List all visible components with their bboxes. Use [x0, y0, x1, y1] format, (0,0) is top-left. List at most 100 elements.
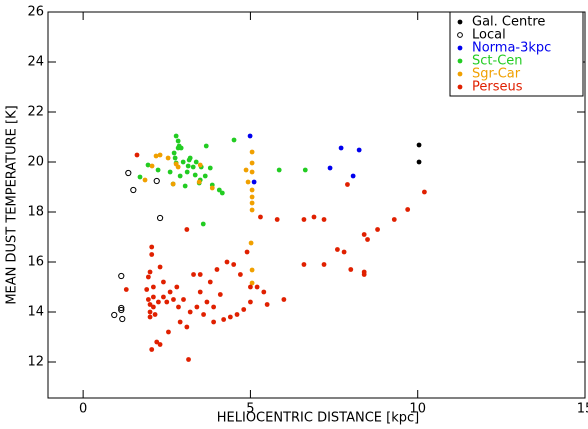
data-point: [197, 272, 203, 277]
data-point: [216, 187, 222, 193]
data-point: [153, 153, 159, 159]
data-point: [155, 167, 161, 173]
legend-marker: [457, 45, 463, 51]
x-tick-label: 0: [79, 402, 87, 417]
data-point: [149, 244, 155, 250]
y-tick-label: 18: [27, 205, 44, 220]
data-point: [311, 214, 317, 220]
data-point: [249, 160, 255, 166]
data-point: [153, 177, 160, 185]
data-point: [194, 304, 200, 310]
data-point: [175, 164, 181, 170]
data-point: [157, 152, 163, 158]
data-point: [350, 173, 356, 179]
data-point: [249, 187, 255, 193]
data-point: [174, 284, 180, 290]
data-point: [196, 179, 202, 185]
data-point: [301, 262, 307, 267]
data-point: [241, 307, 247, 312]
data-point: [217, 292, 223, 297]
data-point: [249, 200, 255, 206]
data-point: [165, 155, 171, 161]
data-point: [224, 259, 230, 265]
data-point: [164, 299, 170, 305]
data-point: [274, 217, 280, 222]
legend-label: Perseus: [472, 80, 523, 95]
data-point: [211, 304, 217, 310]
data-point: [327, 165, 333, 171]
data-point: [335, 247, 340, 252]
data-point: [249, 207, 255, 213]
data-point: [261, 289, 267, 295]
legend-label: Local: [472, 28, 506, 43]
legend-marker: [457, 84, 463, 90]
legend-marker: [457, 32, 463, 38]
data-point: [338, 145, 344, 151]
data-point: [248, 240, 254, 246]
data-point: [197, 289, 203, 295]
data-point: [182, 183, 188, 189]
data-point: [348, 267, 354, 272]
data-point: [244, 249, 250, 255]
y-tick-label: 24: [27, 55, 44, 70]
data-point: [171, 297, 176, 302]
data-point: [173, 133, 179, 139]
data-point: [171, 150, 177, 156]
data-point: [281, 297, 287, 302]
data-point: [150, 284, 156, 290]
data-point: [186, 357, 191, 362]
data-point: [118, 304, 125, 312]
data-point: [157, 264, 163, 270]
legend-label: Gal. Centre: [472, 15, 545, 30]
data-point: [249, 149, 255, 155]
data-point: [203, 143, 209, 149]
data-point: [150, 304, 156, 310]
data-point: [167, 169, 173, 175]
data-point: [204, 299, 210, 305]
data-point: [249, 169, 255, 175]
data-point: [249, 267, 255, 273]
data-point: [247, 133, 253, 139]
data-point: [234, 312, 240, 317]
data-point: [181, 297, 186, 302]
x-axis-label: HELIOCENTRIC DISTANCE [kpc]: [217, 411, 419, 426]
data-point: [214, 267, 220, 272]
data-point: [125, 169, 132, 177]
data-point: [209, 185, 215, 191]
y-tick-label: 16: [27, 255, 44, 270]
y-axis-label: MEAN DUST TEMPERATURE [K]: [5, 105, 20, 304]
data-point: [243, 167, 249, 173]
data-point: [176, 304, 181, 310]
plot-frame: [47, 11, 586, 399]
data-point: [251, 179, 257, 185]
data-point: [227, 314, 233, 320]
data-point: [237, 272, 243, 277]
data-point: [119, 315, 126, 323]
data-point: [365, 237, 370, 242]
data-point: [185, 163, 191, 169]
data-point: [149, 252, 155, 257]
data-point: [249, 280, 255, 286]
data-point: [145, 162, 151, 168]
legend-marker: [457, 71, 463, 77]
data-point: [192, 172, 198, 178]
data-point: [191, 272, 196, 277]
data-point: [180, 159, 186, 165]
data-point: [161, 294, 166, 300]
data-point: [152, 312, 158, 317]
data-point: [172, 155, 178, 161]
legend-label: Sct-Cen: [472, 54, 523, 69]
data-point: [416, 142, 422, 148]
data-point: [248, 284, 253, 290]
data-point: [249, 194, 255, 200]
data-point: [111, 311, 118, 319]
data-point: [184, 227, 190, 232]
data-point: [341, 249, 347, 255]
data-point: [301, 217, 307, 222]
data-point: [361, 272, 367, 277]
data-point: [202, 173, 208, 179]
data-point: [161, 279, 166, 285]
data-point: [187, 155, 193, 161]
data-point: [201, 312, 206, 317]
